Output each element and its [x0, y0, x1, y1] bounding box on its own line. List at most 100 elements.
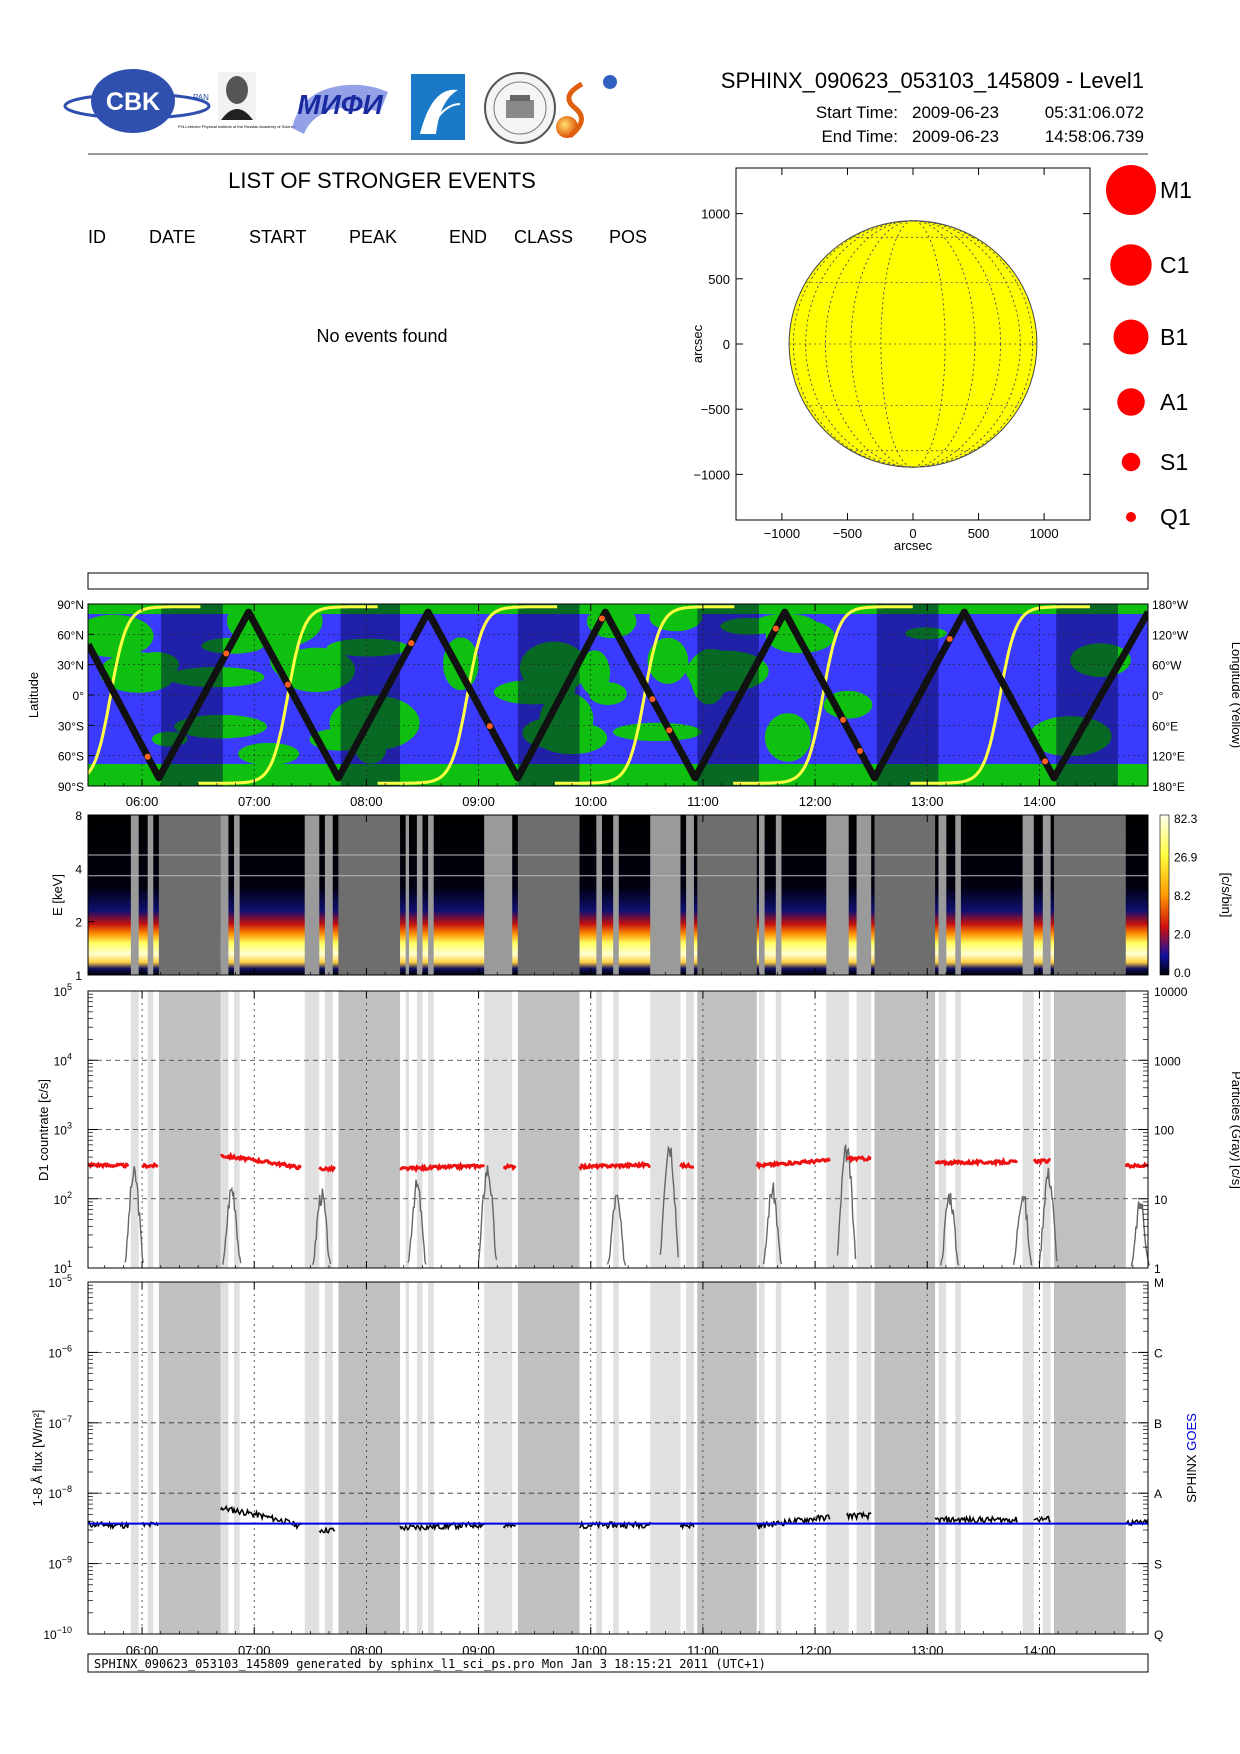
orbit-lat-label: 60°N — [57, 628, 84, 642]
gap-shade-light — [484, 1282, 513, 1634]
log-tick-label-exp: −7 — [62, 1414, 72, 1424]
orbit-time-label: 07:00 — [238, 794, 271, 809]
log-tick-label: 10−7 — [48, 1414, 72, 1431]
orbit-time-label: 12:00 — [799, 794, 832, 809]
d1-series-segment — [502, 1162, 517, 1171]
log-tick-label-exp: 3 — [67, 1121, 72, 1131]
spectrogram-gap-light — [596, 815, 602, 975]
d1-series-segment — [399, 1161, 486, 1174]
orbit-time-label: 11:00 — [687, 794, 719, 809]
spectrogram-gap-light — [234, 815, 240, 975]
gap-shade-light — [416, 1282, 423, 1634]
d1-ylabel-left: D1 countrate [c/s] — [36, 1079, 51, 1181]
orbit-latitude-track — [88, 608, 1148, 782]
mifi-logo: МИФИ — [292, 84, 388, 134]
lebedev-portrait-logo: P.N.Lebedev Physical Institute of the Ru… — [178, 72, 297, 129]
disk-xtick-label: 1000 — [1030, 526, 1059, 541]
spectrogram-gap-light — [686, 815, 694, 975]
orbit-lon-label: 60°E — [1152, 719, 1178, 733]
end-date: 2009-06-23 — [912, 127, 999, 146]
sphinx-flux-segment — [934, 1514, 1018, 1526]
disk-xtick-label: 500 — [968, 526, 990, 541]
sphinx-flux-segment — [679, 1521, 695, 1531]
orbit-land-patch — [647, 637, 689, 684]
spectrogram-gap-dark — [158, 815, 221, 975]
orbit-land-patch — [329, 695, 420, 751]
disk-ytick-label: 500 — [708, 272, 730, 287]
gap-shade-light — [758, 1282, 765, 1634]
spectrogram-gap-light — [484, 815, 513, 975]
mifi-logo-text: МИФИ — [297, 89, 383, 120]
gap-shade-light — [1022, 1282, 1034, 1634]
spectrogram-gap-light — [1022, 815, 1034, 975]
log-tick-label-base: 10 — [54, 1193, 68, 1207]
gap-shade-light — [613, 1282, 619, 1634]
right-tick-label: 100 — [1154, 1124, 1174, 1138]
sphinx-flux-segment — [219, 1504, 302, 1531]
gap-shade-dark — [874, 1282, 936, 1634]
log-tick-label-base: 10 — [48, 1558, 62, 1572]
right-tick-label: 1 — [1154, 1262, 1161, 1276]
right-tick-label: M — [1154, 1276, 1164, 1290]
orbit-track-dot — [284, 681, 291, 688]
orbit-lon-label: 60°W — [1152, 659, 1182, 673]
sphinx-flux-segment — [318, 1527, 336, 1534]
gap-shade-light — [938, 1282, 947, 1634]
gap-shade-light — [428, 1282, 434, 1634]
log-tick-label-exp: −10 — [57, 1625, 72, 1635]
orbit-time-label: 13:00 — [911, 794, 944, 809]
d1-series-segment — [845, 1155, 872, 1164]
log-tick-label-base: 10 — [54, 1054, 68, 1068]
spectrogram-ytick-label: 4 — [75, 862, 82, 876]
legend-label-b1: B1 — [1160, 324, 1188, 350]
d1-series-segment — [1032, 1157, 1051, 1166]
gap-shade-light — [775, 991, 782, 1268]
log-tick-label-exp: 1 — [67, 1259, 72, 1269]
orbit-lat-label: 60°S — [58, 750, 84, 764]
col-end: END — [449, 227, 487, 247]
spectrogram-gap-light — [826, 815, 849, 975]
log-tick-label-base: 10 — [54, 985, 68, 999]
sphinx-flux-segment — [1125, 1518, 1149, 1527]
orbit-longitude-curve — [377, 605, 558, 785]
orbit-land-patch — [174, 714, 267, 739]
gap-shade-light — [234, 1282, 240, 1634]
colorbar-tick-label: 2.0 — [1174, 928, 1191, 942]
legend-label-m1: M1 — [1160, 177, 1192, 203]
disk-xlabel: arcsec — [894, 538, 933, 553]
log-tick-label: 104 — [54, 1051, 72, 1068]
d1-series-segment — [220, 1151, 302, 1171]
gap-shade-light — [324, 991, 333, 1268]
disk-xtick-label: −500 — [833, 526, 862, 541]
gap-shade-light — [304, 1282, 320, 1634]
log-tick-label-exp: −8 — [62, 1484, 72, 1494]
orbit-time-label: 14:00 — [1023, 794, 1056, 809]
d1-series-segment — [755, 1157, 831, 1171]
footer-box — [87, 1653, 1149, 1673]
gap-shade-light — [416, 991, 423, 1268]
legend-label-c1: C1 — [1160, 252, 1189, 278]
gap-shade-light — [324, 1282, 333, 1634]
disk-xtick-label: −1000 — [764, 526, 801, 541]
disk-longitude-line — [792, 220, 1034, 468]
spectrogram-ytick-label: 1 — [75, 969, 82, 983]
gap-shade-light — [405, 1282, 410, 1634]
spectrogram-gap-dark — [517, 815, 580, 975]
legend-dot-a1 — [1117, 388, 1145, 416]
spectrogram-gap-light — [147, 815, 154, 975]
orbit-land-patch — [355, 735, 386, 764]
spectrogram-frame — [87, 814, 1149, 976]
log-tick-label: 105 — [54, 982, 72, 999]
colorbar-label: [c/s/bin] — [1219, 873, 1234, 918]
orbit-time-label: 08:00 — [350, 794, 383, 809]
disk-xtick-label: 0 — [909, 526, 916, 541]
log-tick-label-exp: −6 — [62, 1343, 72, 1353]
particle-burst — [222, 1186, 242, 1265]
gap-shade-light — [826, 1282, 849, 1634]
cbk-logo-text: CBK — [106, 88, 160, 116]
colorbar-tick-label: 26.9 — [1174, 851, 1198, 865]
gap-shade-light — [955, 991, 961, 1268]
spectrogram-ylabel: E [keV] — [50, 874, 65, 916]
log-tick-label-base: 10 — [48, 1276, 62, 1290]
